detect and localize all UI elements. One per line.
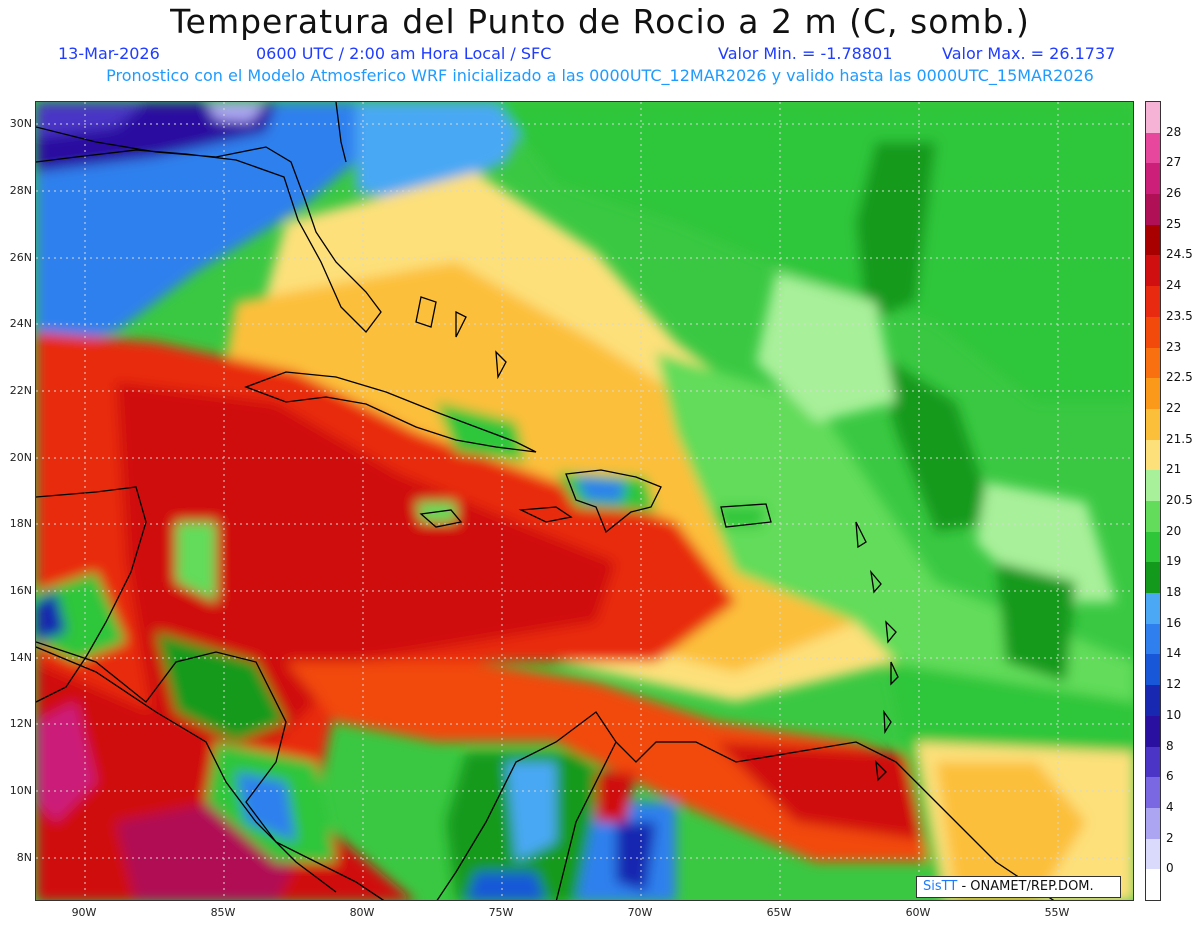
dewpoint-field [36, 102, 1133, 900]
colorbar-label: 24.5 [1166, 247, 1193, 262]
colorbar-swatch [1146, 807, 1160, 839]
colorbar-label: 18 [1166, 585, 1182, 600]
lat-label-24n: 24N [9, 317, 32, 330]
colorbar-swatch [1146, 470, 1160, 501]
lon-label-85w: 85W [210, 906, 236, 919]
colorbar-swatch [1146, 347, 1160, 379]
colorbar-label: 10 [1166, 707, 1182, 722]
lat-label-14n: 14N [9, 651, 32, 664]
colorbar-label: 26 [1166, 186, 1182, 201]
colorbar-label: 4 [1166, 799, 1174, 814]
sistt-logo: SisTT [923, 879, 958, 894]
lat-label-8n: 8N [16, 851, 32, 864]
grid-lines [36, 102, 1133, 900]
colorbar-label: 24 [1166, 278, 1182, 293]
time-label: 0600 UTC / 2:00 am Hora Local / SFC [256, 44, 552, 63]
lat-label-20n: 20N [9, 451, 32, 464]
colorbar-swatch [1146, 102, 1160, 133]
coastlines [36, 102, 1055, 900]
lat-label-18n: 18N [9, 517, 32, 530]
map-title: Temperatura del Punto de Rocio a 2 m (C,… [170, 2, 1030, 41]
colorbar-swatch [1146, 224, 1160, 256]
lon-label-55w: 55W [1044, 906, 1070, 919]
colorbar-swatch [1146, 163, 1160, 195]
colorbar-swatch [1146, 593, 1160, 624]
colorbar-swatch [1146, 132, 1160, 164]
colorbar-label: 22.5 [1166, 370, 1193, 385]
colorbar-swatch [1146, 654, 1160, 686]
lat-label-30n: 30N [9, 117, 32, 130]
lon-label-65w: 65W [766, 906, 792, 919]
colorbar-swatch [1146, 408, 1160, 440]
colorbar-swatch [1146, 777, 1160, 808]
lon-label-60w: 60W [905, 906, 931, 919]
colorbar-swatch [1146, 439, 1160, 471]
colorbar-swatch [1146, 838, 1160, 870]
colorbar-swatch [1146, 746, 1160, 778]
colorbar-swatch [1146, 378, 1160, 409]
lat-label-16n: 16N [9, 584, 32, 597]
colorbar-swatch [1146, 255, 1160, 287]
colorbar-label: 8 [1166, 738, 1174, 753]
lat-label-22n: 22N [9, 384, 32, 397]
lat-label-12n: 12N [9, 717, 32, 730]
lon-label-70w: 70W [627, 906, 653, 919]
colorbar-label: 19 [1166, 554, 1182, 569]
colorbar-label: 22 [1166, 400, 1182, 415]
credit-box: SisTT - ONAMET/REP.DOM. [916, 876, 1121, 898]
colorbar-swatch [1146, 286, 1160, 317]
colorbar-label: 16 [1166, 615, 1182, 630]
colorbar-label: 20.5 [1166, 493, 1193, 507]
colorbar-swatch [1146, 501, 1160, 532]
colorbar-label: 2 [1166, 830, 1174, 845]
colorbar-swatch [1146, 685, 1160, 716]
colorbar-swatch [1146, 194, 1160, 225]
colorbar-label: 21.5 [1166, 431, 1193, 446]
colorbar-label: 0 [1166, 861, 1174, 876]
colorbar-label: 28 [1166, 124, 1182, 139]
max-value-label: Valor Max. = 26.1737 [942, 44, 1116, 63]
lat-label-26n: 26N [9, 251, 32, 264]
colorbar-swatch [1146, 531, 1160, 563]
model-info-line: Pronostico con el Modelo Atmosferico WRF… [106, 66, 1094, 85]
colorbar-label: 23.5 [1166, 308, 1193, 323]
min-value-label: Valor Min. = -1.78801 [718, 44, 893, 63]
lon-label-80w: 80W [349, 906, 375, 919]
colorbar-swatch [1146, 562, 1160, 594]
colorbar-label: 23 [1166, 339, 1182, 354]
colorbar-swatch [1146, 869, 1160, 900]
colorbar-label: 20 [1166, 523, 1182, 538]
colorbar [1145, 101, 1161, 901]
colorbar-swatch [1146, 316, 1160, 348]
colorbar-label: 6 [1166, 769, 1174, 784]
colorbar-label: 14 [1166, 646, 1182, 661]
lon-label-90w: 90W [71, 906, 97, 919]
dewpoint-map [35, 101, 1134, 901]
colorbar-label: 21 [1166, 462, 1182, 477]
credit-text: - ONAMET/REP.DOM. [961, 879, 1094, 894]
colorbar-label: 12 [1166, 677, 1182, 692]
lon-label-75w: 75W [488, 906, 514, 919]
lat-label-28n: 28N [9, 184, 32, 197]
colorbar-swatch [1146, 623, 1160, 655]
colorbar-label: 27 [1166, 155, 1182, 170]
lat-label-10n: 10N [9, 784, 32, 797]
date-label: 13-Mar-2026 [58, 44, 160, 63]
colorbar-label: 25 [1166, 216, 1182, 231]
map-canvas [36, 102, 1133, 900]
colorbar-swatch [1146, 715, 1160, 747]
